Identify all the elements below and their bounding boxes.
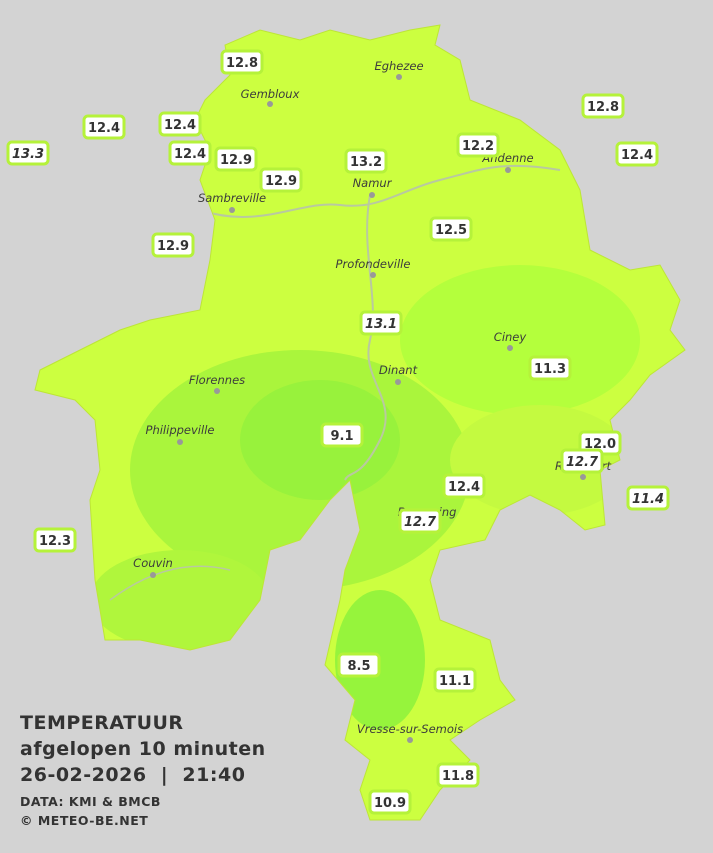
reading-box [158,111,202,137]
city-dot [214,388,220,394]
city-dot [396,74,402,80]
reading-box [528,355,572,381]
city-label: Philippeville [146,423,215,437]
reading-value: 11.3 [534,362,566,377]
reading-box [359,310,403,336]
reading-box [259,167,303,193]
reading-value: 9.1 [330,429,353,444]
reading-box [82,114,126,140]
city-dot [177,439,183,445]
reading-value: 11.4 [632,492,664,507]
reading-value: 12.9 [220,153,252,168]
reading-box [214,146,258,172]
reading-box [436,762,480,788]
reading-value: 12.4 [448,480,480,495]
title-line: TEMPERATUUR [20,712,184,734]
credit: © METEO-BE.NET [20,813,149,828]
reading-value: 12.5 [435,223,467,238]
reading-box [220,49,264,75]
reading-value: 12.4 [164,118,196,133]
reading-value: 11.1 [439,674,471,689]
reading-value: 12.7 [404,515,437,530]
city-label: Ciney [494,330,527,344]
city-dot [580,474,586,480]
reading-value: 12.2 [462,139,494,154]
reading-value: 12.0 [584,437,616,452]
reading-value: 12.3 [39,534,71,549]
credit: DATA: KMI & BMCB [20,794,161,809]
reading-box [626,485,670,511]
city-label: Gembloux [241,87,300,101]
reading-box [581,93,625,119]
reading-value: 12.4 [621,148,653,163]
legend: TEMPERATUUR afgelopen 10 minuten 26-02-2… [20,710,266,830]
reading-value: 12.4 [88,121,120,136]
city-label: Dinant [379,363,418,377]
reading-value: 10.9 [374,796,406,811]
city-dot [505,167,511,173]
reading-box [398,508,442,534]
city-dot [370,272,376,278]
city-dot [229,207,235,213]
reading-value: 12.4 [174,147,206,162]
title-line: 26-02-2026 | 21:40 [20,764,246,786]
city-label: Florennes [189,373,245,387]
reading-box [168,140,212,166]
city-label: Vresse-sur-Semois [357,722,463,736]
reading-value: 12.9 [157,239,189,254]
reading-value: 12.9 [265,174,297,189]
city-label: Couvin [133,556,173,570]
city-dot [395,379,401,385]
reading-value: 12.8 [587,100,619,115]
reading-box [433,667,477,693]
reading-box [6,140,50,166]
title-line: afgelopen 10 minuten [20,738,266,760]
reading-value: 11.8 [442,769,474,784]
reading-box [344,148,388,174]
reading-value: 8.5 [347,659,370,674]
reading-box [337,652,381,678]
reading-value: 13.3 [12,147,44,162]
city-dot [369,192,375,198]
reading-box [33,527,77,553]
city-label: Eghezee [374,59,423,73]
reading-box [429,216,473,242]
reading-value: 13.1 [365,317,397,332]
reading-value: 12.7 [566,455,599,470]
city-dot [407,737,413,743]
city-label: Namur [353,176,393,190]
reading-box [320,422,364,448]
city-dot [267,101,273,107]
reading-box [560,448,604,474]
reading-box [442,473,486,499]
city-dot [507,345,513,351]
reading-value: 12.8 [226,56,258,71]
reading-value: 13.2 [350,155,382,170]
city-label: Profondeville [336,257,411,271]
city-label: Sambreville [198,191,266,205]
city-dot [150,572,156,578]
reading-box [456,132,500,158]
reading-box [615,141,659,167]
reading-box [151,232,195,258]
reading-box [368,789,412,815]
